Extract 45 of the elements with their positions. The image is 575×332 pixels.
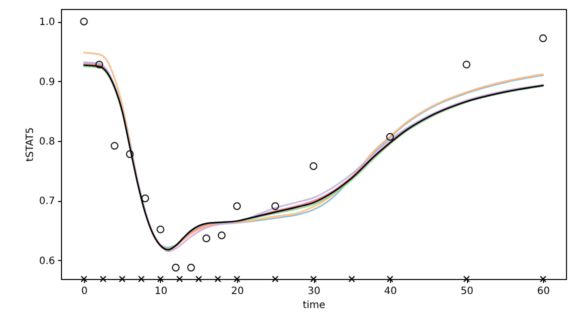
point bbox=[195, 276, 202, 282]
point bbox=[95, 60, 104, 68]
point bbox=[463, 276, 470, 282]
point bbox=[271, 202, 280, 210]
point bbox=[386, 276, 394, 282]
point bbox=[80, 18, 88, 26]
point bbox=[234, 276, 240, 282]
point bbox=[118, 276, 126, 282]
x-tick-label: 10 bbox=[154, 286, 168, 297]
y-tick-label: 1.0 bbox=[39, 17, 55, 28]
point bbox=[156, 226, 164, 234]
y-axis-title: tSTAT5 bbox=[25, 127, 36, 162]
x-tick-label: 60 bbox=[537, 286, 550, 297]
y-tick-label: 0.6 bbox=[39, 256, 55, 267]
point bbox=[539, 34, 547, 42]
x-tick-label: 30 bbox=[308, 286, 320, 297]
x-tick-label: 50 bbox=[460, 286, 474, 297]
point bbox=[157, 276, 164, 282]
point bbox=[187, 264, 195, 272]
point bbox=[141, 194, 150, 202]
point bbox=[80, 276, 88, 282]
point bbox=[110, 142, 118, 150]
point bbox=[462, 60, 470, 68]
y-tick-label: 0.9 bbox=[39, 76, 55, 88]
point bbox=[272, 276, 279, 282]
point bbox=[233, 202, 241, 210]
point bbox=[172, 264, 180, 272]
point bbox=[138, 276, 145, 282]
point bbox=[214, 276, 222, 282]
x-tick-label: 40 bbox=[384, 286, 397, 297]
point bbox=[218, 232, 226, 240]
x-tick-label: 0 bbox=[81, 286, 88, 297]
x-axis-title: time bbox=[302, 300, 326, 311]
point bbox=[348, 276, 356, 282]
point bbox=[310, 162, 318, 170]
y-tick-label: 0.8 bbox=[39, 136, 55, 148]
point bbox=[540, 276, 546, 282]
x-tick-label: 20 bbox=[231, 286, 244, 297]
point bbox=[126, 150, 134, 158]
point bbox=[386, 132, 394, 141]
point bbox=[310, 276, 317, 282]
y-tick-label: 0.7 bbox=[39, 196, 55, 208]
point bbox=[176, 276, 183, 282]
point bbox=[100, 276, 106, 282]
point bbox=[202, 234, 210, 242]
